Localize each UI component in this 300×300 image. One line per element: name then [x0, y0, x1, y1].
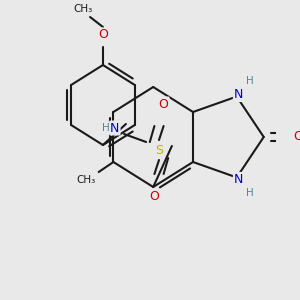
Text: O: O: [294, 130, 300, 143]
Text: O: O: [149, 190, 159, 202]
Text: O: O: [159, 98, 169, 110]
Text: N: N: [110, 122, 120, 134]
Text: N: N: [234, 173, 243, 186]
Text: CH₃: CH₃: [73, 4, 92, 14]
Text: N: N: [234, 88, 243, 101]
Text: H: H: [102, 123, 110, 133]
Text: CH₃: CH₃: [76, 175, 95, 185]
Text: S: S: [155, 143, 163, 157]
Text: O: O: [98, 28, 108, 41]
Text: H: H: [246, 188, 254, 199]
Text: H: H: [246, 76, 254, 85]
